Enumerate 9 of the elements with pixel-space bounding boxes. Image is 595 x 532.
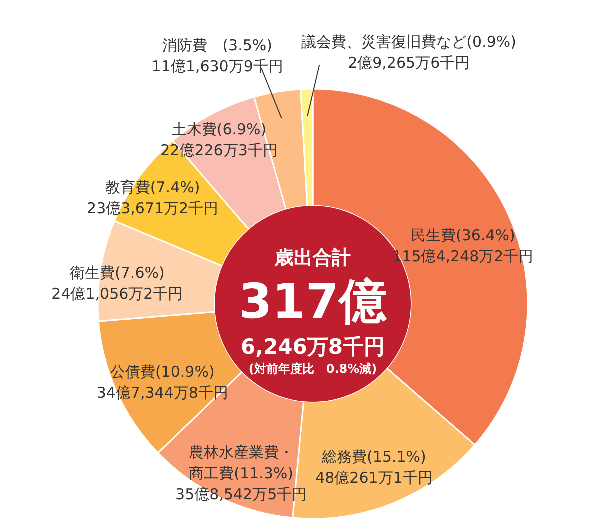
slice-label: 議会費、災害復旧費など(0.9%) 2億9,265万6千円	[302, 33, 516, 72]
text: (対前年度比 0.8%減)	[248, 362, 378, 376]
text: 317億	[238, 274, 388, 330]
slice-label: 総務費(15.1%) 48億261万1千円	[316, 448, 433, 488]
slice-label: 土木費(6.9%) 22億226万3千円	[160, 120, 278, 160]
slice-label: 衛生費(7.6%) 24億1,056万2千円	[52, 264, 184, 304]
text: 6,246万8千円	[240, 335, 386, 359]
slice-label: 消防費 (3.5%) 11億1,630万9千円	[152, 36, 284, 76]
text: 歳出合計	[274, 247, 351, 269]
